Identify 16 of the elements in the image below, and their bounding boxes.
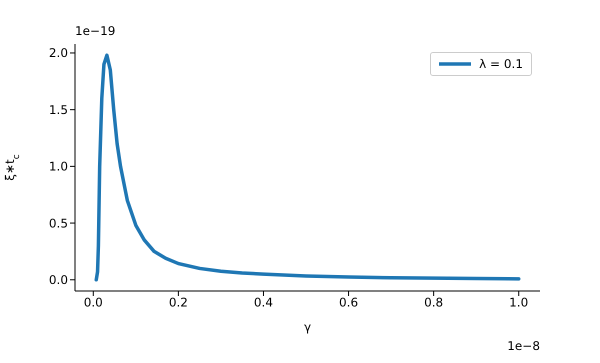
x-tick-label: 0.2	[168, 296, 188, 310]
legend-label: λ = 0.1	[479, 57, 523, 71]
text: 1e−19	[75, 24, 116, 38]
x-tick-label: 0.0	[84, 296, 103, 310]
x-tick-label: 0.8	[424, 296, 444, 310]
x-axis-title: γ	[304, 320, 312, 334]
x-tick-label: 0.6	[339, 296, 358, 310]
y-tick-label: 0.0	[48, 273, 68, 288]
x-tick-label: 0.4	[254, 296, 274, 310]
x-tick-label: 1.0	[509, 296, 528, 310]
y-tick-label: 1.0	[48, 160, 68, 174]
text: 1e−8	[507, 339, 540, 353]
y-tick-label: 0.5	[48, 216, 68, 230]
y-tick-label: 1.5	[48, 102, 68, 117]
y-tick-label: 2.0	[48, 46, 68, 60]
line-series	[94, 53, 520, 282]
